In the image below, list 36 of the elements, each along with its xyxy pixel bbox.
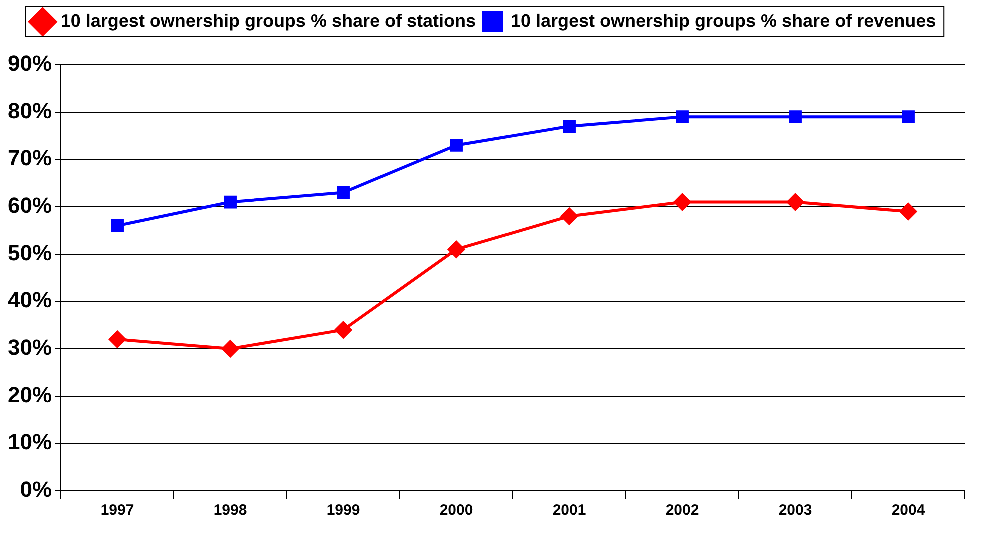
- y-tick-label: 60%: [8, 193, 52, 218]
- y-tick-label: 10%: [8, 430, 52, 455]
- point: [561, 208, 578, 225]
- point: [450, 139, 463, 152]
- y-tick-label: 50%: [8, 240, 52, 266]
- y-tick-label: 20%: [8, 382, 52, 408]
- x-tick-label: 2001: [552, 502, 586, 520]
- point: [109, 331, 126, 348]
- point: [900, 203, 917, 220]
- point: [787, 194, 804, 211]
- x-tick-label: 1997: [100, 502, 134, 520]
- x-tick-label: 2004: [892, 502, 926, 520]
- y-tick-label: 40%: [8, 288, 52, 313]
- y-tick-label: 80%: [8, 98, 52, 124]
- point: [224, 196, 237, 209]
- point: [676, 110, 689, 124]
- y-tick-label: 0%: [20, 477, 52, 502]
- point: [674, 194, 692, 211]
- y-tick-label: 90%: [8, 51, 52, 76]
- x-tick-label: 2000: [440, 502, 474, 520]
- point: [335, 322, 352, 339]
- legend-label: 10 largest ownership groups % share of revenues: [510, 10, 936, 31]
- point: [902, 110, 915, 124]
- x-tick-label: 1998: [214, 502, 248, 520]
- point: [111, 219, 124, 232]
- x-tick-label: 1999: [326, 502, 360, 520]
- point: [448, 241, 466, 258]
- point: [789, 110, 802, 124]
- legend-label: 10 largest ownership groups % share of stations: [60, 10, 476, 31]
- x-tick-label: 2003: [778, 502, 812, 520]
- x-tick-label: 2002: [666, 502, 700, 520]
- y-tick-label: 70%: [8, 146, 52, 171]
- point: [563, 120, 576, 133]
- y-tick-label: 30%: [8, 335, 52, 360]
- point: [337, 186, 350, 200]
- point: [222, 340, 240, 358]
